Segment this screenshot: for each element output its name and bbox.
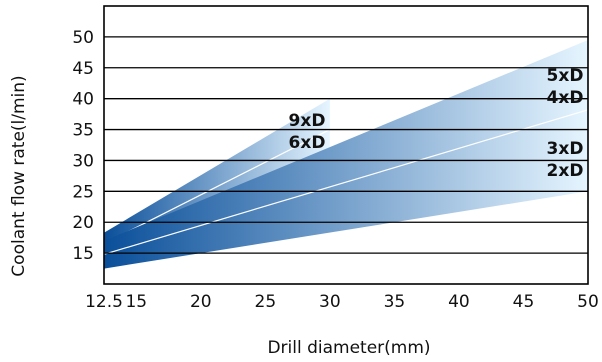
y-tick-label: 45 <box>72 59 94 79</box>
y-tick-label: 25 <box>72 182 94 202</box>
band-divider-line-0 <box>103 129 331 245</box>
x-tick-label: 35 <box>384 292 406 312</box>
x-tick-label: 30 <box>319 292 341 312</box>
y-tick-label: 30 <box>72 151 94 171</box>
x-tick-label: 12.5 <box>85 292 123 312</box>
x-tick-label: 25 <box>255 292 277 312</box>
plot-frame <box>103 5 589 285</box>
bands-layer <box>103 40 589 269</box>
y-tick-label: 35 <box>72 121 94 141</box>
y-tick-label: 15 <box>72 244 94 264</box>
x-axis-title: Drill diameter(mm) <box>267 338 430 358</box>
x-tick-label: 40 <box>448 292 470 312</box>
band-area-1 <box>104 40 588 269</box>
grid-layer <box>103 5 589 285</box>
band-label: 4xD <box>547 88 584 108</box>
x-tick-label: 20 <box>190 292 212 312</box>
band-label: 6xD <box>289 133 326 153</box>
x-tick-label: 50 <box>577 292 599 312</box>
band-label: 3xD <box>547 139 584 159</box>
band-divider-line-1 <box>103 109 589 255</box>
y-tick-label: 20 <box>72 213 94 233</box>
y-tick-label: 50 <box>72 28 94 48</box>
x-tick-label: 15 <box>125 292 147 312</box>
x-tick-label: 45 <box>513 292 535 312</box>
band-label: 9xD <box>289 111 326 131</box>
y-axis-title: Coolant flow rate(l/min) <box>9 75 29 276</box>
band-label: 2xD <box>547 161 584 181</box>
y-tick-label: 40 <box>72 90 94 110</box>
band-label: 5xD <box>547 66 584 86</box>
